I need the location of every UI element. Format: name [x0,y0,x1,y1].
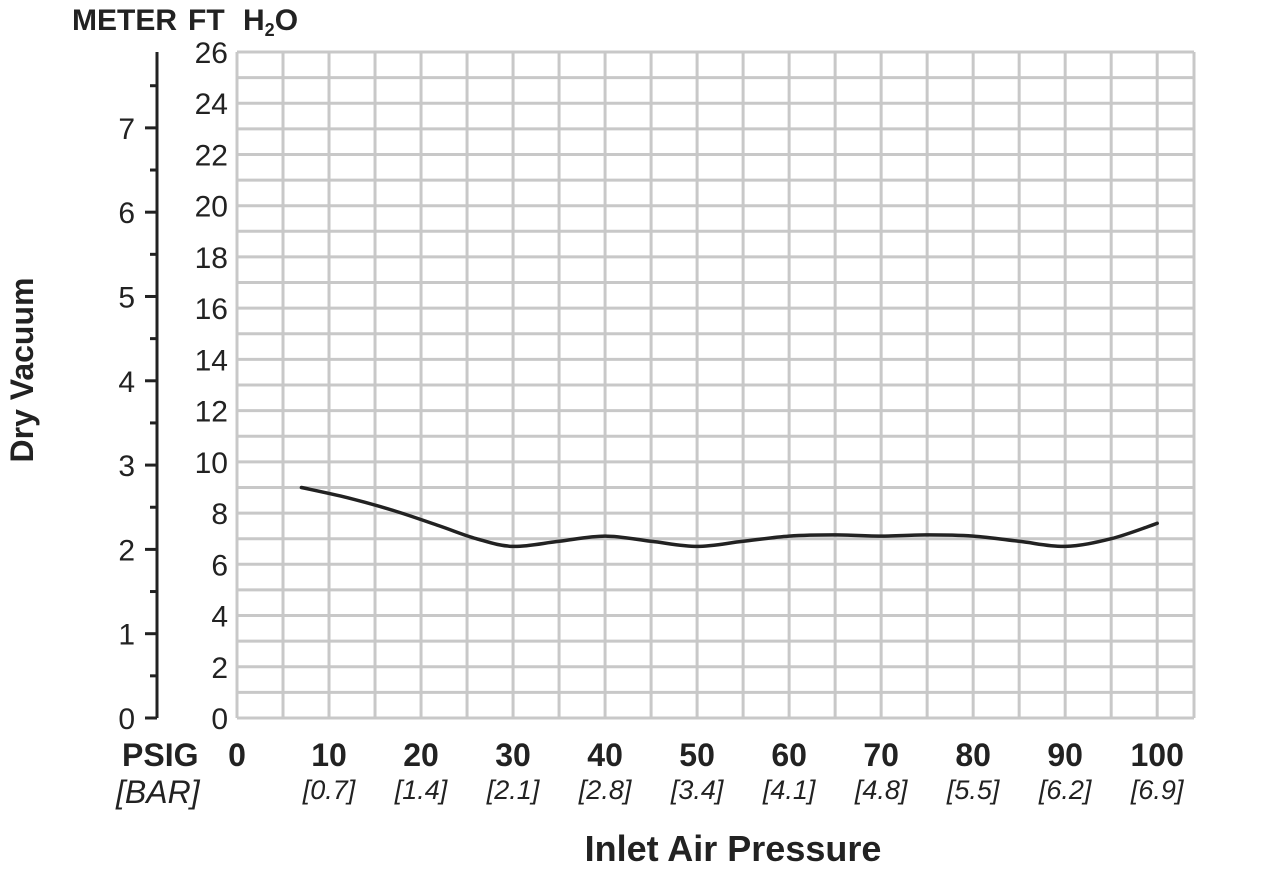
grid [235,50,1196,720]
meter-tick-label: 1 [118,619,135,652]
x-tick-bar-label: [0.7] [302,775,357,805]
x-tick-bar-label: [3.4] [670,775,725,805]
ft-tick-label: 16 [195,293,228,326]
x-tick-label: 0 [228,737,246,773]
ft-tick-label: 18 [195,242,228,275]
meter-tick-label: 5 [118,281,135,314]
x-tick-bar-label: [6.9] [1130,775,1185,805]
ft-tick-label: 14 [195,344,228,377]
y-axis-title: Dry Vacuum [4,278,40,463]
x-tick-bar-label: [6.2] [1038,775,1093,805]
x-tick-label: 30 [495,737,531,773]
x-tick-label: 70 [863,737,899,773]
meter-tick-label: 7 [118,113,135,146]
h2o-unit-label: H2O [243,4,298,40]
x-tick-bar-label: [4.1] [762,775,817,805]
ft-tick-label: 4 [211,601,228,634]
meter-unit-label: METER [72,4,177,37]
ft-tick-label: 0 [211,703,228,736]
ft-tick-label: 10 [195,447,228,480]
meter-tick-label: 4 [118,366,135,399]
series-line [299,485,1159,549]
x-tick-label: 40 [587,737,623,773]
x-tick-bar-label: [1.4] [394,775,449,805]
ft-tick-label: 22 [195,139,228,172]
x-tick-label: 20 [403,737,439,773]
x-tick-label: 50 [679,737,715,773]
bar-unit-label: [BAR] [115,774,201,810]
psig-unit-label: PSIG [122,737,198,773]
meter-tick-label: 2 [118,534,135,567]
ft-tick-label: 20 [195,191,228,224]
x-tick-label: 100 [1130,737,1183,773]
series-layer [299,485,1159,549]
x-tick-label: 90 [1047,737,1083,773]
x-tick-label: 10 [311,737,347,773]
x-tick-bar-label: [2.1] [486,775,541,805]
ft-tick-label: 2 [211,652,228,685]
x-axis-title: Inlet Air Pressure [585,828,882,869]
x-tick-bar-label: [4.8] [854,775,909,805]
meter-tick-label: 3 [118,450,135,483]
x-tick-label: 80 [955,737,991,773]
ft-tick-label: 6 [211,549,228,582]
x-tick-bar-label: [2.8] [578,775,633,805]
ft-tick-label: 26 [195,37,228,70]
x-tick-bar-label: [5.5] [946,775,1001,805]
x-axis: 0 10[0.7]20[1.4]30[2.1]40[2.8]50[3.4]60[4… [228,737,1185,805]
ft-tick-label: 12 [195,396,228,429]
meter-tick-label: 0 [118,703,135,736]
x-tick-label: 60 [771,737,807,773]
ft-tick-label: 8 [211,498,228,531]
meter-axis: 0 1 2 3 4 5 6 7 [118,52,159,736]
ft-unit-label: FT [188,4,225,37]
meter-tick-label: 6 [118,197,135,230]
ft-tick-label: 24 [195,88,228,121]
